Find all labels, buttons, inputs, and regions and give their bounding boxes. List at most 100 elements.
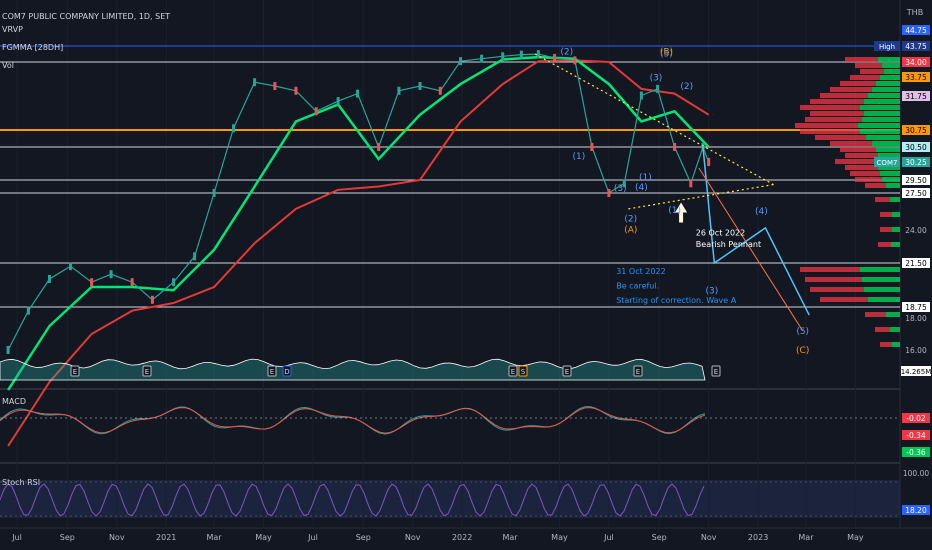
x-tick-label: Jul [11,533,22,542]
indicator-fgmma-label[interactable]: FGMMA [28DH] [2,43,64,52]
price-axis-label-bg [902,188,930,198]
volume-profile-bar-sell [800,267,860,272]
event-marker-box [518,365,528,377]
volume-profile-bar-sell [800,105,860,110]
volume-profile-bar-buy [892,227,900,232]
volume-profile-bar-sell [800,129,860,134]
price-axis-label-bg [902,175,930,185]
volume-profile-bar-buy [866,135,900,140]
event-marker-label: E [565,368,569,376]
wave-label: (A) [624,226,637,236]
volume-profile-bar-buy [880,171,900,176]
volume-profile-bar-buy [872,141,900,146]
wave-label: (1) [668,206,681,216]
event-marker-box [562,365,572,377]
price-tick-label: 24.00 [905,226,927,235]
price-candle [26,306,30,315]
volume-profile-bar-sell [840,81,876,86]
volume-profile-bar-buy [892,212,900,217]
volume-profile-bar-sell [875,327,890,332]
price-candle [639,91,643,100]
indicator-vrvp-label[interactable]: VRVP [2,25,23,34]
stoch-tick-label: 100.00 [903,469,929,478]
price-candle [590,143,594,151]
x-tick-label: Nov [109,533,125,542]
x-tick-label: Nov [701,533,717,542]
volume-profile-bar-sell [865,183,886,188]
volume-profile-bar-buy [878,165,900,170]
wave-label: (4) [635,183,648,193]
price-axis-label-bg [902,258,930,268]
pennant-upper-line [534,53,774,186]
x-tick-label: 2022 [452,533,472,542]
volume-profile-bar-buy [864,99,900,104]
volume-profile-bar-buy [886,183,900,188]
price-candle [150,295,154,304]
macd-value-label: -0.34 [906,431,926,440]
currency-label: THB [906,8,924,17]
macd-pane-label[interactable]: MACD [2,397,26,406]
volume-profile-bar-buy [882,177,900,182]
x-tick-label: May [255,533,272,542]
pane-divider-macd [0,388,900,390]
x-tick-label: 2023 [748,533,768,542]
volume-profile-bar-sell [810,287,864,292]
x-tick-label: Mar [207,533,223,542]
price-axis-label: 33.75 [905,73,927,82]
pane-divider-stoch [0,462,900,464]
volume-profile-bar-sell [810,99,864,104]
event-marker-label: E [270,368,274,376]
indicator-volume-label[interactable]: Vol [2,61,14,70]
price-candle [69,262,73,271]
price-axis-label: 34.00 [905,58,927,67]
price-candle [6,346,10,354]
price-candle [689,179,693,188]
price-tick-label: 16.00 [905,346,927,355]
volume-profile-bar-sell [860,69,884,74]
volume-profile-bar-sell [835,159,874,164]
volume-profile-bar-buy [862,277,900,282]
price-axis-label: 21.50 [905,259,927,268]
wave-label: (C) [796,346,809,356]
volume-profile-bar-buy [892,342,900,347]
price-candle [501,52,505,61]
volume-profile-bar-sell [875,197,890,202]
event-marker-label: E [73,368,77,376]
price-candle [573,56,577,65]
ema-green-line [7,55,710,391]
volume-profile-bar-buy [862,117,900,122]
price-axis-prefix: COM7 [877,159,898,167]
event-marker-label: E [636,368,640,376]
volume-profile-bar-buy [864,111,900,116]
price-axis-label-bg [902,25,930,35]
wave-label: (B) [660,48,673,58]
event-marker-box [711,365,721,377]
macd-value-bg [902,430,930,440]
event-marker-label: E [714,368,718,376]
price-axis-label-bg [902,302,930,312]
volume-profile-bar-buy [872,87,900,92]
volume-profile-bar-sell [805,117,862,122]
volume-profile-bar-sell [850,171,880,176]
event-marker-label: S [521,368,526,376]
stoch-rsi-pane-label[interactable]: Stoch RSI [2,478,41,487]
price-candle [377,143,381,151]
event-marker-box [70,365,80,377]
volume-profile-bar-sell [845,153,878,158]
x-tick-label: Jul [307,533,318,542]
wave-label: (5) [796,327,809,337]
volume-profile-bar-sell [830,141,872,146]
volume-profile-bar-sell [850,75,880,80]
price-candle [314,107,318,116]
x-tick-label: Jul [603,533,614,542]
volume-profile-bar-buy [868,297,900,302]
price-candle [232,124,236,133]
price-tick-label: 18.00 [905,314,927,323]
price-candle [607,189,611,197]
volume-profile-bar-sell [855,63,882,68]
volume-profile-bar-buy [886,312,900,317]
chart-annotation: 31 Oct 2022 [616,267,665,276]
volume-last-bg [901,366,931,376]
price-candle [536,50,540,59]
